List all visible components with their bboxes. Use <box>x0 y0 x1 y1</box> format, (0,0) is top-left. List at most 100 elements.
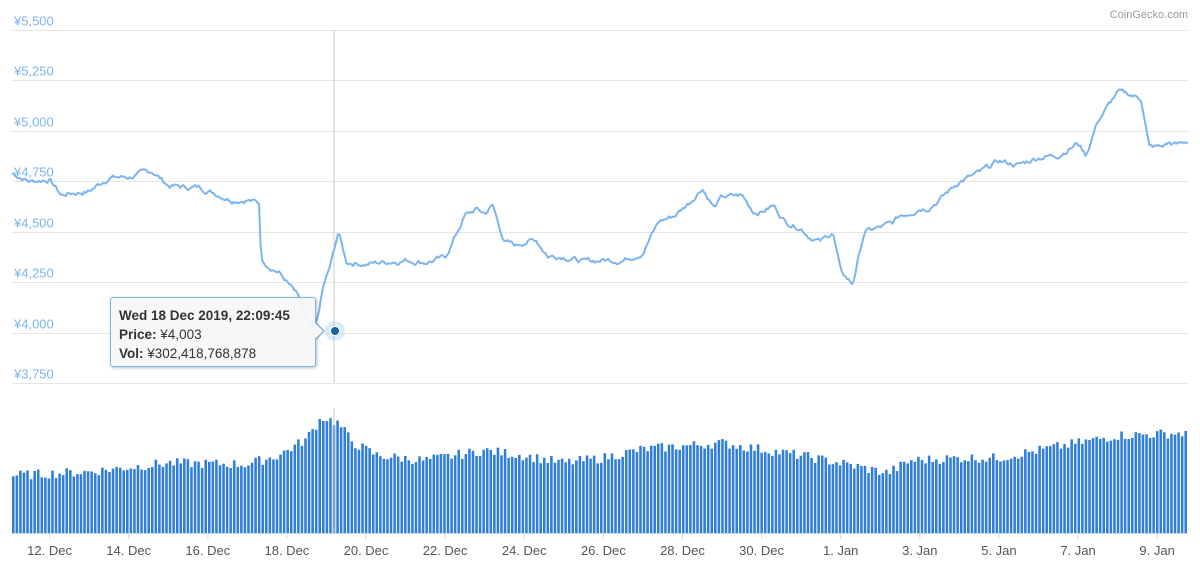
volume-bar <box>36 469 40 533</box>
volume-bar <box>642 446 646 533</box>
volume-bar <box>218 465 222 533</box>
volume-bar <box>1049 446 1052 533</box>
volume-bar <box>407 460 411 533</box>
volume-bar <box>432 454 436 533</box>
volume-bar <box>924 463 927 533</box>
price-line <box>11 88 1189 329</box>
volume-bar <box>828 464 831 533</box>
volume-bar <box>678 449 681 533</box>
volume-bar <box>788 453 792 533</box>
volume-bar <box>307 431 311 533</box>
credit-link[interactable]: CoinGecko.com <box>1110 9 1188 21</box>
volume-bar <box>799 455 803 533</box>
volume-bar <box>521 460 525 533</box>
volume-bar <box>1095 436 1098 533</box>
volume-bar <box>44 477 47 533</box>
volume-bar <box>243 467 247 533</box>
volume-bar <box>546 463 550 533</box>
volume-bar <box>65 468 69 533</box>
volume-bar <box>1041 448 1045 533</box>
volume-bar <box>660 443 664 533</box>
volume-bar <box>428 458 432 533</box>
volume-bar <box>621 456 624 533</box>
volume-bar <box>179 463 183 533</box>
volume-bar <box>400 461 403 533</box>
volume-bar <box>849 463 853 533</box>
x-tick-label: 30. Dec <box>739 543 784 558</box>
volume-bar <box>1031 451 1034 533</box>
volume-bar <box>418 456 421 533</box>
volume-bar <box>250 462 254 533</box>
volume-bar <box>714 442 717 533</box>
volume-bar <box>297 439 300 533</box>
volume-bar <box>364 445 368 533</box>
volume-bar <box>692 441 696 533</box>
volume-bar <box>557 459 560 533</box>
volume-bar <box>29 479 33 533</box>
volume-bar <box>657 443 660 533</box>
volume-bar <box>389 457 393 533</box>
tooltip-price-value: ¥4,003 <box>160 327 202 342</box>
volume-bar <box>956 457 959 533</box>
volume-bar <box>1159 429 1163 533</box>
y-tick-label: ¥4,250 <box>13 266 54 281</box>
volume-bar <box>108 472 111 533</box>
volume-bar <box>1163 432 1166 533</box>
volume-bar <box>742 450 746 533</box>
volume-bar <box>1063 444 1066 533</box>
volume-bar <box>464 454 468 533</box>
volume-bar <box>450 458 453 533</box>
y-tick-label: ¥4,500 <box>13 216 54 231</box>
x-tick-label: 22. Dec <box>423 543 468 558</box>
volume-bar <box>689 445 692 533</box>
volume-bar <box>350 441 354 533</box>
volume-bar <box>318 418 322 533</box>
volume-bar <box>881 473 885 533</box>
volume-bar <box>1013 456 1016 533</box>
tooltip-vol-value: ¥302,418,768,878 <box>147 346 257 361</box>
volume-bar <box>667 444 671 533</box>
volume-bar <box>346 432 350 533</box>
volume-bar <box>471 450 475 533</box>
volume-bar <box>1138 433 1141 533</box>
volume-bar <box>47 478 51 533</box>
volume-bar <box>436 454 439 533</box>
volume-bar <box>1088 440 1091 533</box>
volume-bar <box>981 459 984 533</box>
volume-bar <box>97 475 101 533</box>
volume-bar <box>115 466 118 533</box>
volume-bar <box>1002 460 1006 533</box>
volume-bar <box>1170 433 1173 533</box>
volume-bar <box>699 446 703 533</box>
y-tick-label: ¥4,750 <box>13 165 54 180</box>
volume-bar <box>603 453 607 533</box>
volume-bar <box>90 471 93 533</box>
volume-bar <box>542 457 546 533</box>
x-tick-label: 28. Dec <box>660 543 705 558</box>
volume-bar <box>813 463 817 533</box>
volume-bar <box>927 455 931 533</box>
volume-bar <box>899 461 902 533</box>
volume-bar <box>649 445 653 533</box>
volume-bar <box>607 459 610 533</box>
volume-bar <box>282 450 286 533</box>
volume-bar <box>1077 438 1081 533</box>
volume-bar <box>58 473 61 533</box>
x-tick-label: 5. Jan <box>981 543 1016 558</box>
x-tick-label: 24. Dec <box>502 543 547 558</box>
volume-bar <box>771 456 774 533</box>
volume-bar <box>261 464 265 533</box>
volume-bar <box>870 467 874 533</box>
volume-bar <box>917 456 920 533</box>
volume-bar <box>275 459 279 533</box>
volume-bar <box>860 465 863 533</box>
volume-bar <box>1102 437 1106 533</box>
volume-bar <box>322 420 325 533</box>
volume-bar <box>735 448 738 533</box>
volume-bar <box>674 449 678 533</box>
volume-bars <box>12 418 1187 533</box>
x-tick-label: 3. Jan <box>902 543 937 558</box>
volume-bar <box>222 463 225 533</box>
volume-bar <box>329 418 332 533</box>
volume-bar <box>664 451 667 533</box>
